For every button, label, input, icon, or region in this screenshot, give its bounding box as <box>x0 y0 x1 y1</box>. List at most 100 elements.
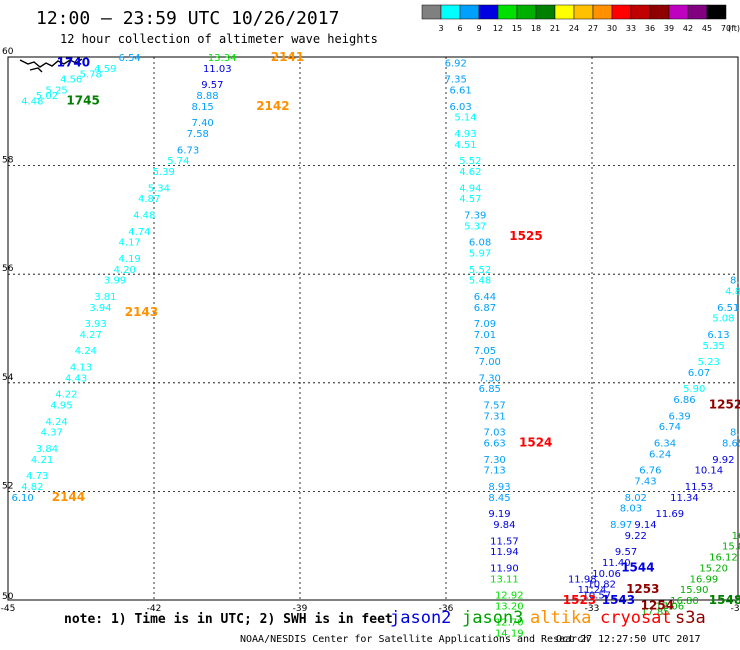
swh-value: 7.31 <box>484 411 506 422</box>
legend-swatch <box>573 4 594 20</box>
swh-value: 5.52 <box>459 156 481 167</box>
legend-swatch <box>592 4 613 20</box>
swh-value: 13.20 <box>495 601 524 612</box>
swh-value: 11.90 <box>490 563 519 574</box>
x-tick-label: -36 <box>439 604 454 614</box>
swh-value: 7.03 <box>484 428 506 439</box>
swh-value: 4.20 <box>114 265 136 276</box>
swh-value: 15.20 <box>699 563 728 574</box>
legend-label: 33 <box>626 24 636 33</box>
swh-value: 8.93 <box>488 482 510 493</box>
swh-value: 5.90 <box>683 384 705 395</box>
swh-value: 4.24 <box>75 346 97 357</box>
swh-value: 4.74 <box>128 227 150 238</box>
swh-value: 12.92 <box>495 591 524 602</box>
x-tick-label: -45 <box>1 604 16 614</box>
swh-value: 6.76 <box>639 466 661 477</box>
pass-time-labels: 2141 2142 2143 2144 1740 1745 1525 1524 1523 1252… <box>52 50 740 612</box>
swh-value: 5.78 <box>80 69 102 80</box>
swh-value: 3.81 <box>94 292 116 303</box>
legend-swatch <box>440 4 461 20</box>
swh-value: 13.34 <box>208 53 237 64</box>
swh-value: 12.70 <box>495 618 524 629</box>
swh-value: 9.57 <box>615 547 637 558</box>
swh-value: 4.19 <box>119 254 141 265</box>
legend-label: 21 <box>550 24 560 33</box>
swh-value: 5.35 <box>703 341 725 352</box>
pass-time-label: 1252 <box>709 398 740 412</box>
legend-swatch <box>478 4 499 20</box>
swh-value: 6.63 <box>484 439 506 450</box>
x-tick-label: -30 <box>731 604 740 614</box>
swh-value: 6.73 <box>177 145 199 156</box>
swh-value: 11.94 <box>490 547 519 558</box>
swh-value: 6.87 <box>474 303 496 314</box>
swh-value: 4.8 <box>725 286 740 297</box>
swh-value: 7.58 <box>187 129 209 140</box>
swh-value: 6.85 <box>479 384 501 395</box>
swh-value: 6.24 <box>649 449 671 460</box>
pass-time-label: 1524 <box>519 436 552 450</box>
legend-swatch <box>611 4 632 20</box>
swh-value: 8.03 <box>620 504 642 515</box>
legend-label: 27 <box>588 24 598 33</box>
swh-value: 4.13 <box>70 363 92 374</box>
legend-unit: (ft) <box>728 24 740 33</box>
swh-value: 5.34 <box>148 183 170 194</box>
chart-subtitle: 12 hour collection of altimeter wave hei… <box>60 32 378 46</box>
legend-label: 9 <box>476 24 481 33</box>
swh-value: 15.90 <box>680 585 709 596</box>
credit-line: NOAA/NESDIS Center for Satellite Applica… <box>240 634 590 645</box>
swh-value: 3.84 <box>36 444 58 455</box>
swh-value: 3.99 <box>104 276 126 287</box>
swh-value: 16 <box>732 531 740 542</box>
swh-value: 5.23 <box>698 357 720 368</box>
legend-label: 42 <box>683 24 693 33</box>
swh-values: 13.3411.039.578.888.157.407.586.735.745.… <box>11 53 740 640</box>
legend-swatch <box>649 4 670 20</box>
swh-value: 8.8 <box>730 428 740 439</box>
pass-time-label: 1253 <box>626 582 659 596</box>
swh-value: 6.07 <box>688 368 710 379</box>
legend-label: 15 <box>512 24 522 33</box>
pass-time-label: 1740 <box>57 55 90 69</box>
satellite-jason2: jason2 <box>390 608 452 628</box>
swh-value: 6.54 <box>119 53 141 64</box>
swh-value: 15.8 <box>722 542 740 553</box>
swh-value: 5.74 <box>167 156 189 167</box>
y-tick-label: 60 <box>2 47 14 57</box>
swh-value: 11.34 <box>670 493 699 504</box>
swh-value: 9.57 <box>201 80 223 91</box>
swh-value: 5.08 <box>712 314 734 325</box>
legend-label: 36 <box>645 24 655 33</box>
swh-value: 4.73 <box>26 471 48 482</box>
swh-value: 4.57 <box>459 194 481 205</box>
swh-value: 16.80 <box>670 596 699 607</box>
satellite-jason3: jason3 <box>462 608 524 628</box>
swh-value: 10.82 <box>587 580 616 591</box>
legend-label: 39 <box>664 24 674 33</box>
generated-timestamp: Oct 27 12:27:50 UTC 2017 <box>556 634 701 645</box>
legend-label: 45 <box>702 24 712 33</box>
swh-value: 9.84 <box>493 520 515 531</box>
swh-value: 3.94 <box>89 303 111 314</box>
swh-value: 8.65 <box>722 439 740 450</box>
swh-value: 8.9 <box>730 276 740 287</box>
swh-value: 9.22 <box>625 531 647 542</box>
swh-value: 4.94 <box>459 183 481 194</box>
legend-swatch <box>706 4 727 20</box>
swh-value: 8.02 <box>625 493 647 504</box>
swh-value: 10.06 <box>592 569 621 580</box>
pass-time-label: 1543 <box>602 593 635 607</box>
satellite-altika: altika <box>530 608 592 628</box>
swh-value: 9.14 <box>634 520 656 531</box>
swh-value: 11.40 <box>602 558 631 569</box>
swh-value: 5.52 <box>469 265 491 276</box>
swh-value: 7.35 <box>445 75 467 86</box>
pass-time-label: 1745 <box>66 93 99 107</box>
coastline <box>19 58 83 73</box>
swh-value: 11.03 <box>203 64 232 75</box>
legend-label: 12 <box>493 24 503 33</box>
legend-label: 30 <box>607 24 617 33</box>
swh-value: 6.10 <box>11 493 33 504</box>
